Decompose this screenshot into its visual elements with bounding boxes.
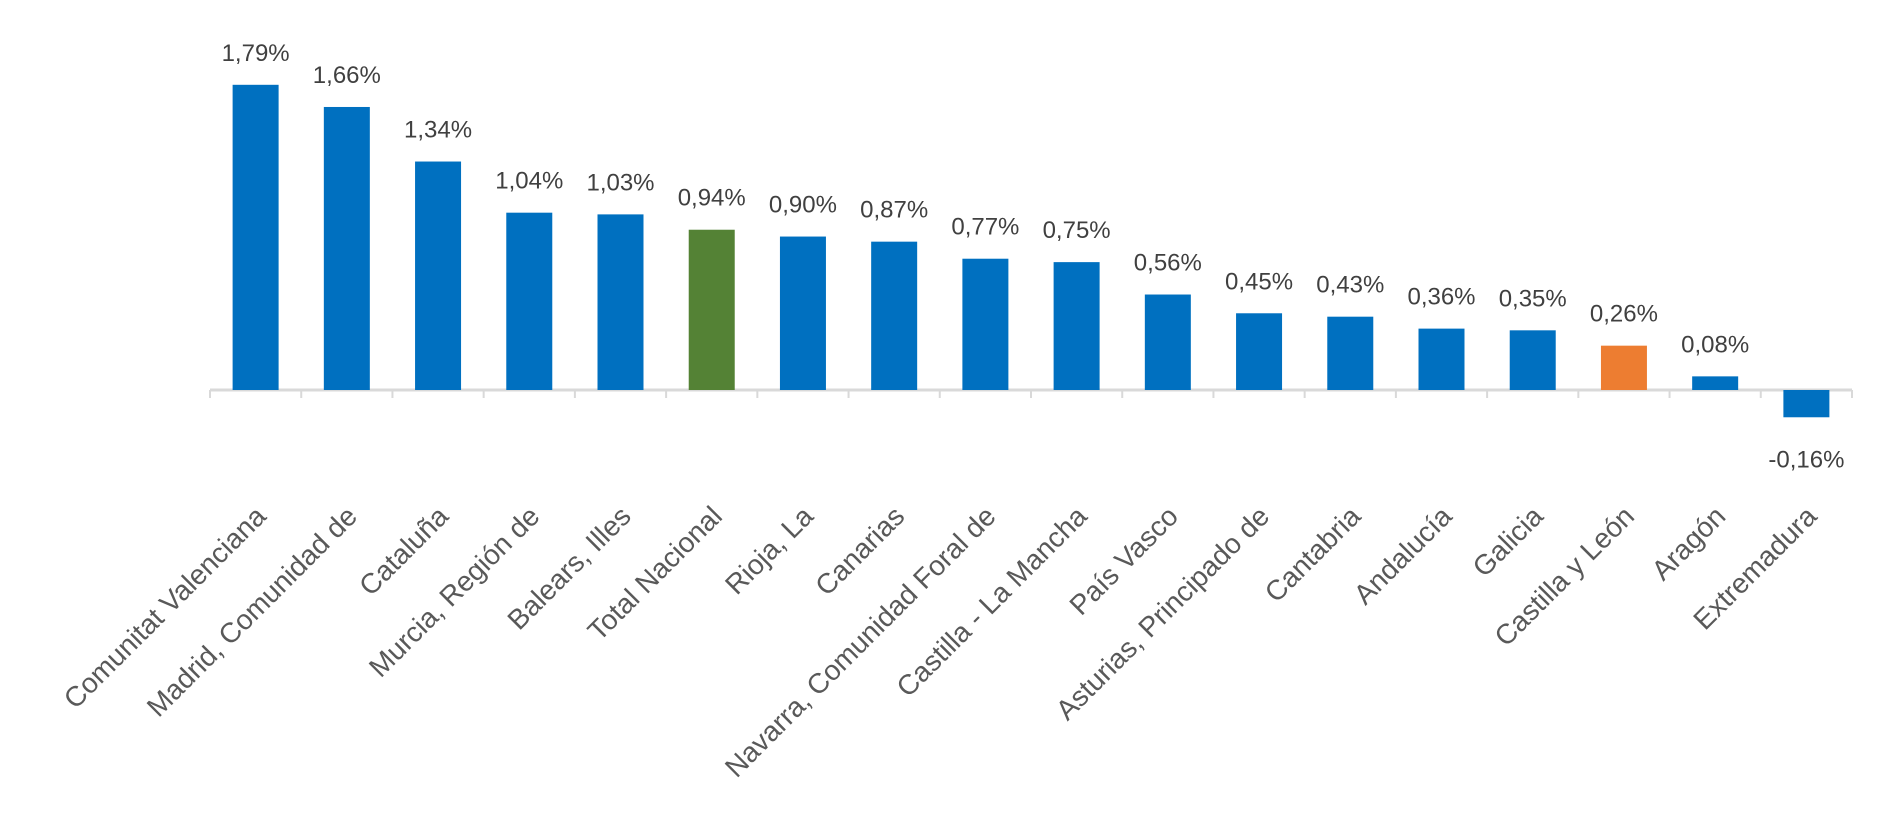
bar-14 <box>1418 328 1465 390</box>
data-label: 1,66% <box>313 62 381 89</box>
data-label: 0,56% <box>1134 250 1202 277</box>
bar-5 <box>597 214 644 390</box>
data-label: 1,03% <box>586 169 654 196</box>
data-label: 0,43% <box>1316 272 1384 299</box>
data-label: 0,08% <box>1681 331 1749 358</box>
data-label: 0,94% <box>678 185 746 212</box>
bar-13 <box>1327 316 1374 390</box>
bar-17 <box>1692 376 1739 390</box>
bar-3 <box>415 161 462 390</box>
bar-8 <box>871 241 918 390</box>
data-label: 0,26% <box>1590 301 1658 328</box>
data-label: 1,34% <box>404 117 472 144</box>
bar-2 <box>323 106 370 390</box>
data-label: 1,79% <box>222 40 290 67</box>
data-label: 1,04% <box>495 168 563 195</box>
x-tick-label: Galicia <box>1467 500 1550 583</box>
bar-15 <box>1509 330 1556 390</box>
bar-11 <box>1144 294 1191 390</box>
data-label: 0,45% <box>1225 268 1293 295</box>
data-label: 0,87% <box>860 197 928 224</box>
bar-18 <box>1783 390 1830 418</box>
data-label: 0,90% <box>769 192 837 219</box>
bar-16 <box>1600 345 1647 390</box>
bar-1 <box>232 84 279 391</box>
data-label: 0,77% <box>951 214 1019 241</box>
bar-10 <box>1053 262 1100 390</box>
data-label: 0,35% <box>1499 285 1567 312</box>
x-tick-label: Aragón <box>1646 500 1732 586</box>
x-tick-label: Andalucía <box>1348 500 1458 610</box>
bar-4 <box>506 212 553 390</box>
x-tick-label: Rioja, La <box>719 500 819 600</box>
bar-12 <box>1236 313 1283 390</box>
bar-6 <box>688 229 735 390</box>
bar-7 <box>779 236 826 390</box>
bar-9 <box>962 258 1009 390</box>
data-label: 0,75% <box>1043 217 1111 244</box>
data-label: 0,36% <box>1407 284 1475 311</box>
data-label: -0,16% <box>1768 446 1844 473</box>
x-tick-label: Murcia, Región de <box>363 500 546 683</box>
